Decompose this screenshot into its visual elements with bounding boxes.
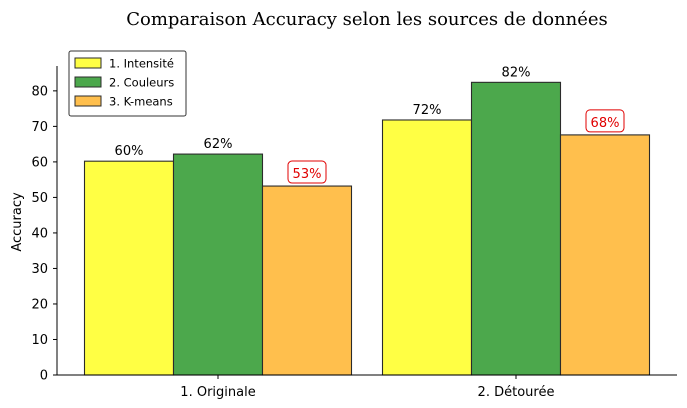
legend-swatch	[74, 57, 102, 69]
legend-label: 2. Couleurs	[109, 76, 174, 90]
bar-value-label: 60%	[115, 144, 144, 159]
bar-3-2	[559, 134, 651, 376]
y-tick-label: 0	[40, 369, 48, 384]
legend: 1. Intensité 2. Couleurs 3. K-means	[68, 50, 187, 117]
bars-group	[83, 81, 651, 376]
bar-value-label: 68%	[591, 116, 620, 131]
y-tick-label: 30	[31, 262, 48, 277]
legend-label: 1. Intensité	[109, 57, 174, 71]
legend-swatch	[74, 95, 102, 107]
axes-group: 0 10 20 30 40 50 60 70 80 1. Originale 2. Détourée	[31, 66, 677, 400]
y-tick-label: 40	[31, 226, 48, 241]
bar-value-label: 62%	[204, 137, 233, 152]
bar-1-2	[381, 119, 473, 376]
legend-label: 3. K-means	[109, 95, 173, 109]
y-axis-label: Accuracy	[10, 192, 25, 252]
y-tick-label: 10	[31, 333, 48, 348]
bar-1-1	[83, 160, 175, 376]
bar-label-box	[287, 160, 327, 184]
bar-2-2	[470, 81, 562, 376]
bar-value-label: 82%	[502, 65, 531, 80]
y-tick-label: 80	[31, 84, 48, 99]
bar-value-label: 53%	[293, 167, 322, 182]
bar-value-label: 72%	[413, 103, 442, 118]
bar-labels-group: 60% 72% 62% 82% 53% 68%	[115, 65, 625, 184]
x-tick-label: 2. Détourée	[478, 385, 555, 400]
y-tick-label: 50	[31, 191, 48, 206]
x-tick-label: 1. Originale	[180, 385, 255, 400]
legend-swatch	[74, 76, 102, 88]
bar-label-box	[585, 109, 625, 133]
y-tick-label: 70	[31, 120, 48, 135]
y-tick-label: 60	[31, 155, 48, 170]
bar-3-1	[261, 185, 353, 376]
y-tick-label: 20	[31, 297, 48, 312]
bar-2-1	[172, 153, 264, 376]
chart-title: Comparaison Accuracy selon les sources d…	[126, 9, 608, 30]
